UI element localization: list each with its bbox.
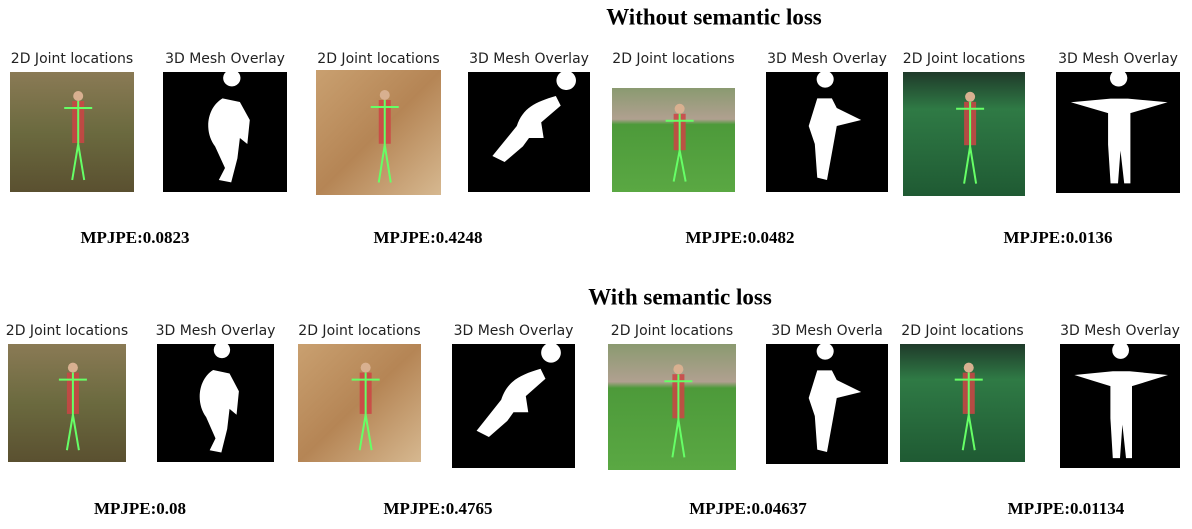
metric: MPJPE:0.01134 (1008, 499, 1125, 518)
joint-label: 2D Joint locations (6, 323, 128, 339)
metric: MPJPE:0.0482 (685, 228, 794, 247)
joint-label: 2D Joint locations (901, 323, 1023, 339)
joint-label: 2D Joint locations (611, 323, 733, 339)
section-title: Without semantic loss (606, 4, 822, 29)
mesh-label: 3D Mesh Overlay (454, 323, 574, 339)
photo (298, 344, 421, 462)
mesh-label: 3D Mesh Overlay (156, 323, 276, 339)
photo (903, 72, 1025, 196)
metric: MPJPE:0.0136 (1003, 228, 1112, 247)
mesh-label: 3D Mesh Overlay (1060, 323, 1180, 339)
photo (900, 344, 1025, 462)
person-head (73, 91, 83, 101)
figure: Without semantic loss 2D Joint locations 3… (0, 0, 1192, 529)
mesh-label: 3D Mesh Overla (771, 323, 883, 339)
joint-label: 2D Joint locations (612, 51, 734, 67)
mesh-label: 3D Mesh Overlay (767, 51, 887, 67)
metric: MPJPE:0.4248 (373, 228, 482, 247)
photo (612, 88, 735, 192)
joint-label: 2D Joint locations (317, 51, 439, 67)
joint-label: 2D Joint locations (903, 51, 1025, 67)
metric: MPJPE:0.08 (94, 499, 186, 518)
person-head (380, 90, 390, 100)
mesh-label: 3D Mesh Overlay (469, 51, 589, 67)
photo (316, 70, 441, 195)
photo (10, 72, 134, 192)
person-head (361, 363, 371, 373)
metric: MPJPE:0.4765 (383, 499, 492, 518)
joint-label: 2D Joint locations (11, 51, 133, 67)
metric: MPJPE:0.0823 (80, 228, 189, 247)
person-head (965, 92, 975, 102)
mesh-label: 3D Mesh Overlay (1058, 51, 1178, 67)
metric: MPJPE:0.04637 (689, 499, 807, 518)
joint-label: 2D Joint locations (298, 323, 420, 339)
person-head (68, 363, 78, 373)
person-head (675, 104, 685, 114)
section-title: With semantic loss (588, 284, 772, 309)
person-head (673, 364, 683, 374)
person-head (964, 363, 974, 373)
photo (608, 344, 736, 470)
mesh-label: 3D Mesh Overlay (165, 51, 285, 67)
